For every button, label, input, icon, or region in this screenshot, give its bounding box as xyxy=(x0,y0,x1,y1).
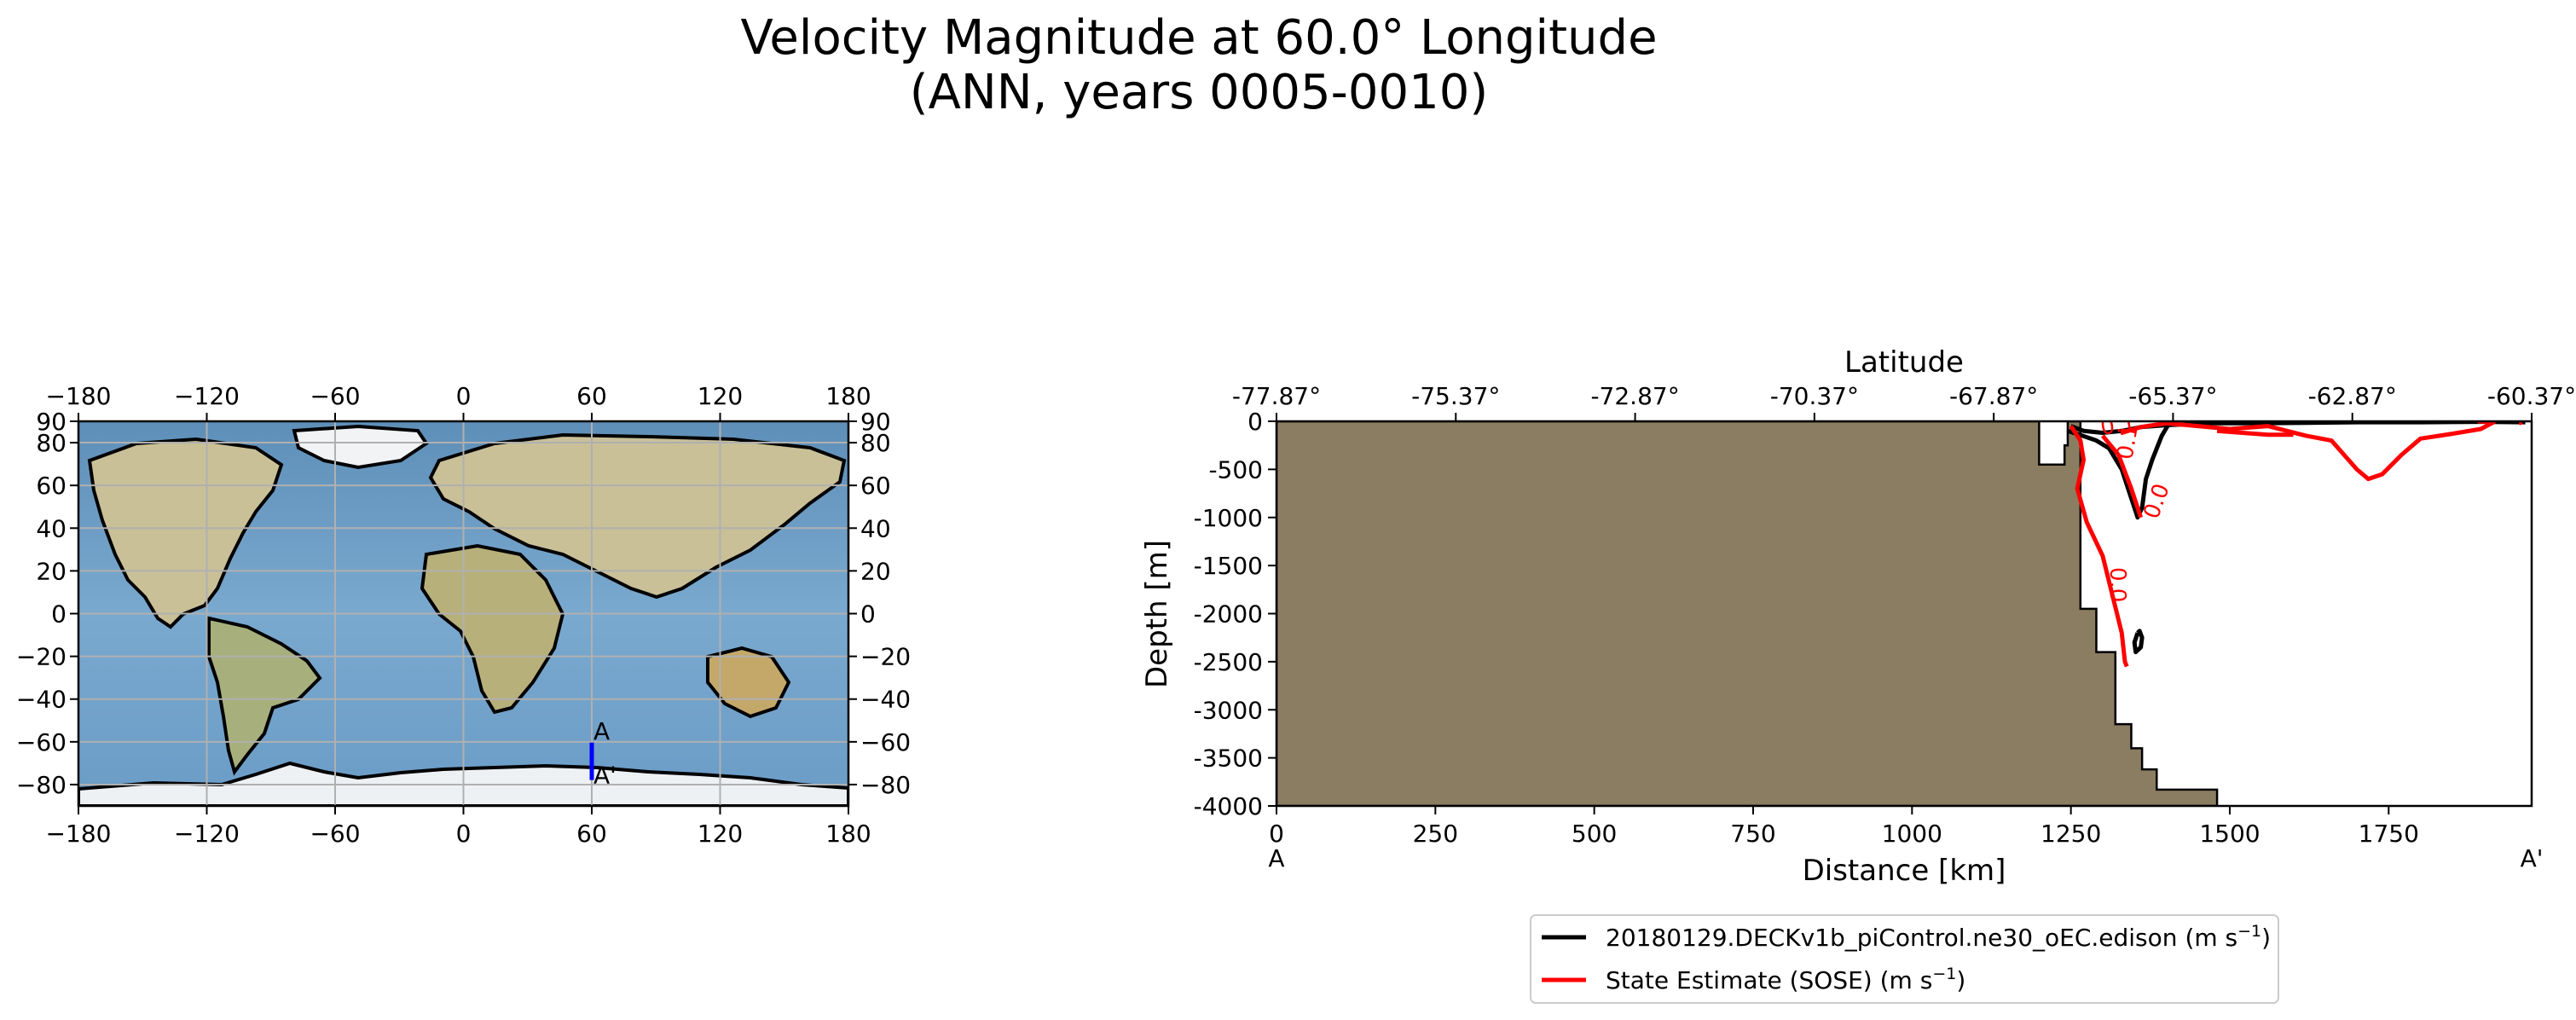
map-lon-tick-label-top: 0 xyxy=(456,382,472,410)
map-lon-tick-label-bottom: 60 xyxy=(576,820,607,848)
map-lat-tick-label-left: 80 xyxy=(36,429,67,457)
latitude-tick-label: -75.37° xyxy=(1411,382,1500,410)
transect-start-label: A xyxy=(593,717,610,745)
map-lon-tick-label-top: 60 xyxy=(576,382,607,410)
legend: 20180129.DECKv1b_piControl.ne30_oEC.edis… xyxy=(1530,914,2279,1004)
section-panel: 0.1 0.1 0.0 0.0 0 250 500 750 1000 1250 1500 17… xyxy=(1140,345,2576,888)
map-lon-tick-label-top: −120 xyxy=(174,382,240,410)
contour-obs xyxy=(2100,434,2144,519)
contour-obs xyxy=(2216,428,2294,438)
distance-tick-label: 750 xyxy=(1730,820,1775,848)
depth-tick-label: -3000 xyxy=(1194,696,1263,724)
contour-model xyxy=(2067,421,2174,520)
depth-tick-label: -1500 xyxy=(1194,552,1263,580)
map-lat-tick-label-right: −20 xyxy=(860,643,911,671)
legend-entry-obs: State Estimate (SOSE) (m s−1) xyxy=(1606,965,1965,994)
map-lon-tick-label-bottom: 0 xyxy=(456,820,472,848)
map-lat-tick-label-right: −40 xyxy=(860,686,911,714)
latitude-tick-label: -77.87° xyxy=(1232,382,1321,410)
map-lon-tick-label-bottom: 180 xyxy=(825,820,871,848)
depth-tick-label: -2000 xyxy=(1194,600,1263,629)
map-lat-tick-label-left: 20 xyxy=(36,557,67,585)
map-lon-tick-label-bottom: −60 xyxy=(310,820,360,848)
map-lon-tick-label-top: 120 xyxy=(698,382,743,410)
legend-box xyxy=(1530,914,2279,1004)
map-lon-tick-label-top: −180 xyxy=(46,382,112,410)
map-panel: A A' −180 −180 −120 −120 −60 −60 0 0 60 60 120 120 1… xyxy=(16,382,911,848)
contour-obs xyxy=(2518,421,2523,426)
top-axis-label: Latitude xyxy=(1844,345,1964,380)
latitude-tick-label: -72.87° xyxy=(1590,382,1679,410)
contour-obs xyxy=(2121,421,2496,482)
map-gridlines xyxy=(78,421,848,806)
depth-tick-label: -2500 xyxy=(1194,648,1263,676)
distance-tick-label: 0 xyxy=(1269,820,1284,848)
map-lat-tick-label-left: 60 xyxy=(36,472,67,500)
map-lat-tick-label-right: −80 xyxy=(860,771,911,799)
map-lon-tick-label-bottom: −180 xyxy=(46,820,112,848)
map-lat-tick-label-left: −40 xyxy=(16,686,67,714)
contour-label: 0.1 xyxy=(2112,422,2144,461)
contour-lines xyxy=(2067,421,2526,668)
figure-title-line1: Velocity Magnitude at 60.0° Longitude xyxy=(740,10,1657,66)
map-lon-tick-label-bottom: 120 xyxy=(698,820,743,848)
latitude-tick-label: -67.87° xyxy=(1949,382,2038,410)
map-lat-tick-label-left: −20 xyxy=(16,643,67,671)
map-lat-tick-label-left: 90 xyxy=(36,408,67,436)
distance-tick-label: 1250 xyxy=(2041,820,2101,848)
distance-tick-label: 1500 xyxy=(2199,820,2260,848)
distance-tick-label: 500 xyxy=(1572,820,1617,848)
depth-tick-label: -500 xyxy=(1208,455,1263,484)
greenland xyxy=(292,424,429,470)
section-end-label: A' xyxy=(2521,844,2544,872)
depth-tick-label: -3500 xyxy=(1194,745,1263,773)
contour-label: 0.0 xyxy=(2104,567,2130,602)
map-lat-tick-label-left: −60 xyxy=(16,728,67,756)
latitude-tick-label: -65.37° xyxy=(2128,382,2217,410)
map-lat-tick-label-right: 60 xyxy=(860,472,891,500)
y-axis-label: Depth [m] xyxy=(1140,540,1174,688)
map-lat-tick-label-right: 40 xyxy=(860,514,891,542)
africa xyxy=(420,543,565,715)
distance-tick-label: 1750 xyxy=(2359,820,2419,848)
section-start-label: A xyxy=(1268,844,1284,872)
map-lat-tick-label-right: 90 xyxy=(860,408,891,436)
map-lat-tick-label-right: 0 xyxy=(860,600,876,629)
map-lat-tick-label-left: 40 xyxy=(36,514,67,542)
figure-title-line2: (ANN, years 0005-0010) xyxy=(910,65,1489,120)
latitude-tick-label: -60.37° xyxy=(2487,382,2576,410)
map-ticks: −180 −180 −120 −120 −60 −60 0 0 60 60 120 120 180 180… xyxy=(16,382,911,848)
map-lat-tick-label-left: 0 xyxy=(51,600,67,629)
map-lat-tick-label-left: −80 xyxy=(16,771,67,799)
transect-end-label: A' xyxy=(593,762,617,790)
eurasia xyxy=(428,432,847,600)
section-ticks: 0 250 500 750 1000 1250 1500 1750 0 -500 -1000 -150… xyxy=(1194,382,2576,848)
map-lon-tick-label-top: −60 xyxy=(310,382,360,410)
distance-tick-label: 250 xyxy=(1413,820,1458,848)
map-lat-tick-label-right: −60 xyxy=(860,728,911,756)
contour-label: 0.1 xyxy=(2098,409,2138,441)
legend-entry-model: 20180129.DECKv1b_piControl.ne30_oEC.edis… xyxy=(1606,922,2271,952)
depth-tick-label: -1000 xyxy=(1194,504,1263,532)
map-lat-tick-label-right: 80 xyxy=(860,429,891,457)
latitude-tick-label: -70.37° xyxy=(1770,382,1859,410)
map-lat-tick-label-right: 20 xyxy=(860,557,891,585)
map-lon-tick-label-bottom: −120 xyxy=(174,820,240,848)
latitude-tick-label: -62.87° xyxy=(2308,382,2397,410)
depth-tick-label: -4000 xyxy=(1194,792,1263,820)
bathymetry-land xyxy=(1276,421,2219,806)
depth-tick-label: 0 xyxy=(1247,408,1263,436)
contour-model xyxy=(2132,629,2145,655)
map-lon-tick-label-top: 180 xyxy=(825,382,871,410)
distance-tick-label: 1000 xyxy=(1882,820,1942,848)
contour-obs xyxy=(2069,425,2129,668)
x-axis-label: Distance [km] xyxy=(1803,854,2006,888)
